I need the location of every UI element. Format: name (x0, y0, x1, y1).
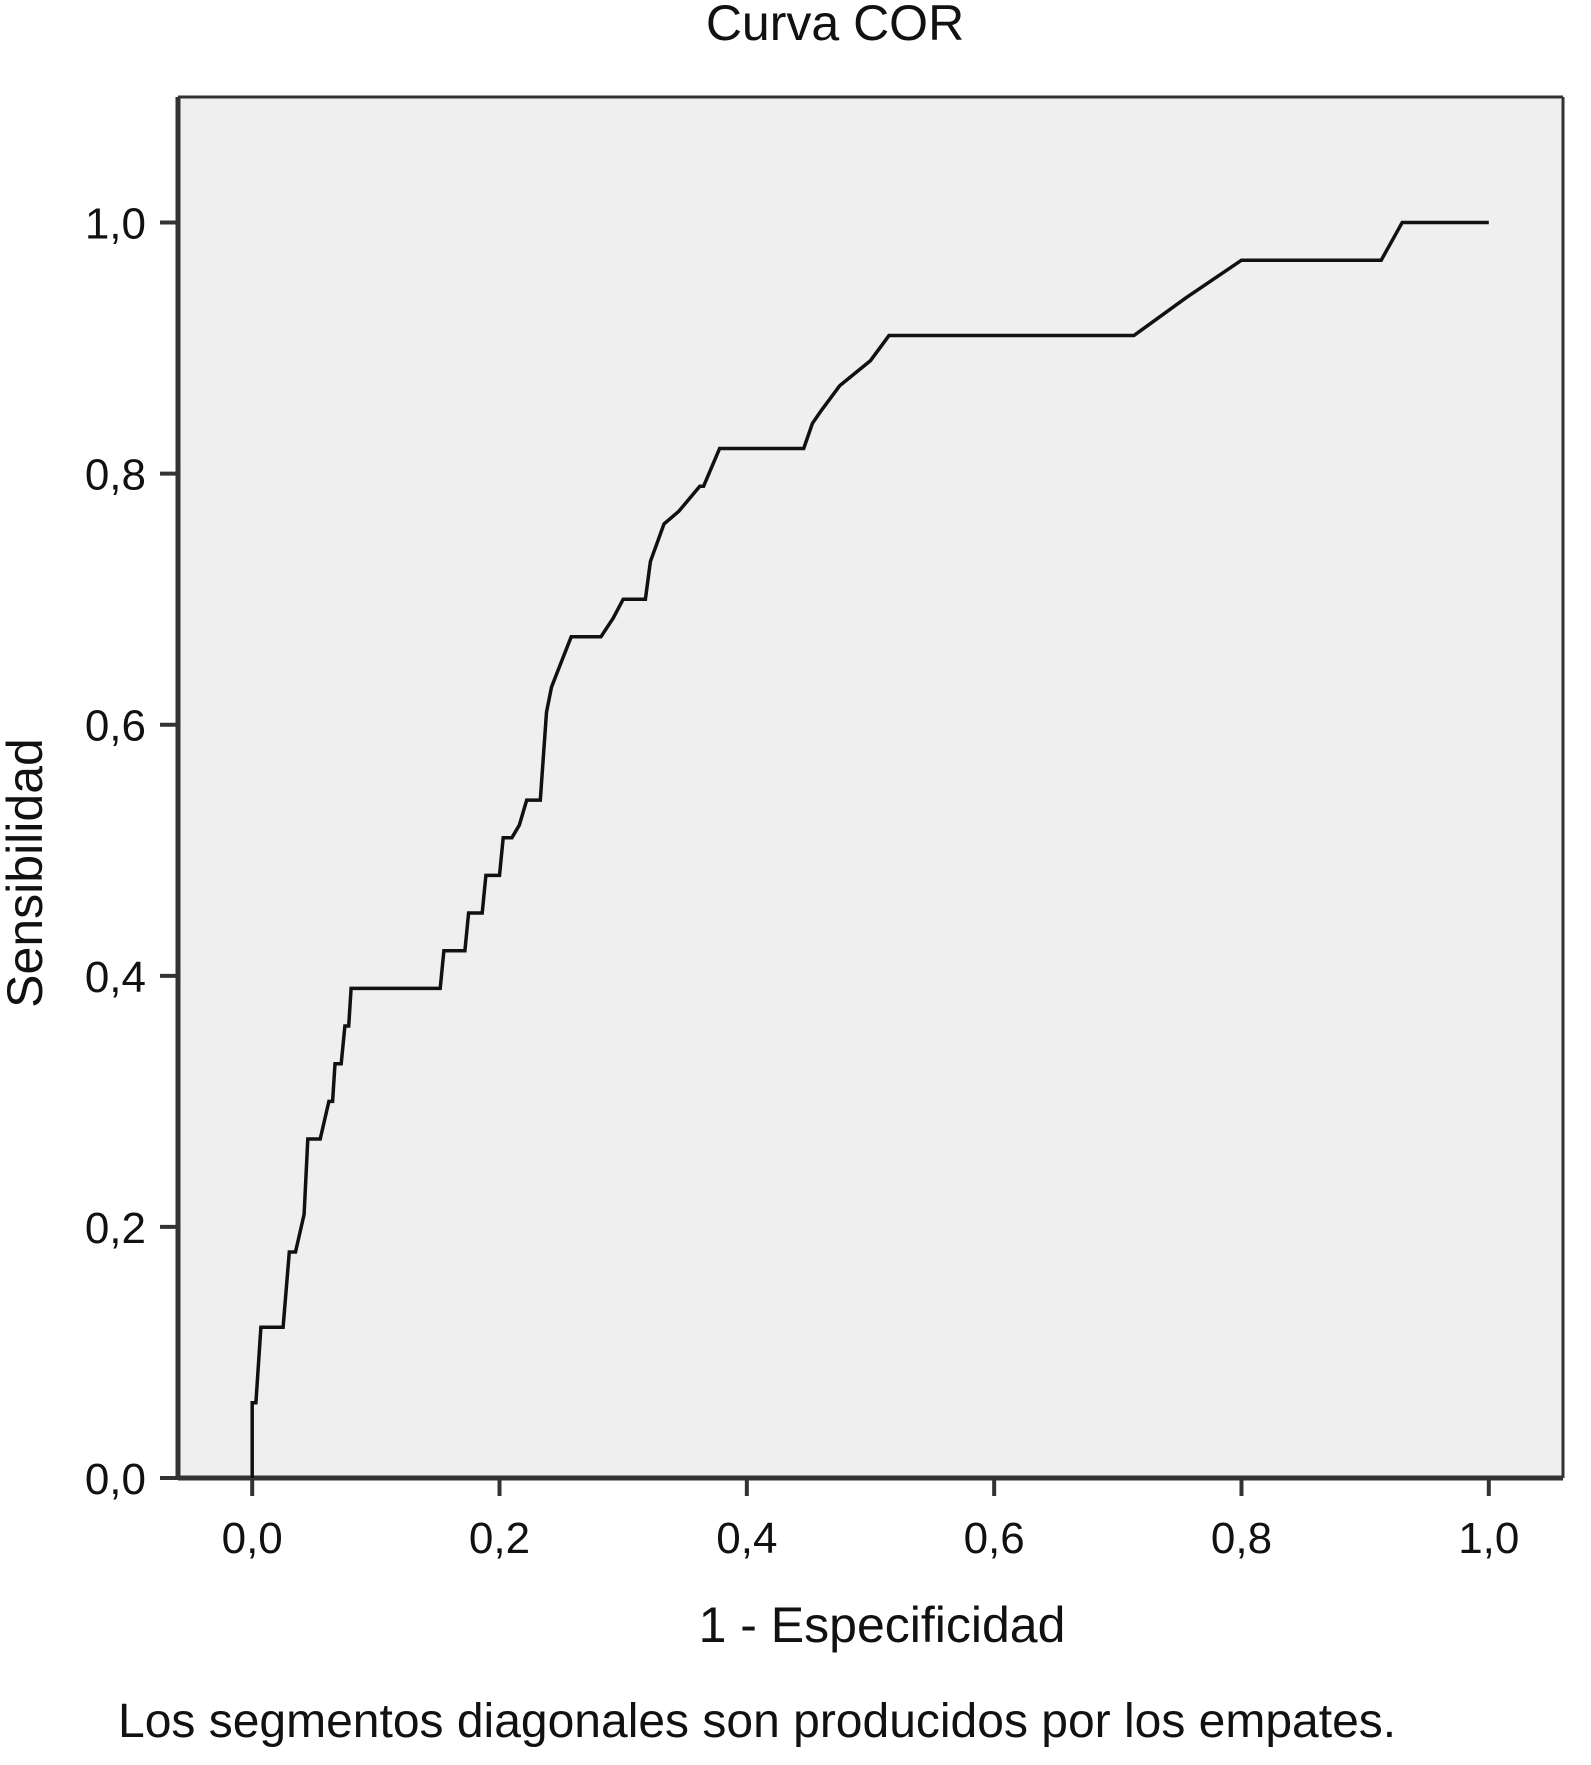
x-tick-label: 0,2 (469, 1514, 530, 1563)
chart-title: Curva COR (706, 0, 964, 51)
y-tick-label: 1,0 (85, 200, 146, 249)
x-axis-title: 1 - Especificidad (699, 1597, 1066, 1653)
y-tick-label: 0,0 (85, 1455, 146, 1504)
tick-labels: 0,0 0,2 0,4 0,6 0,8 1,0 0,0 0,2 0,4 0,6 0,8 1,0 (85, 200, 1520, 1563)
y-tick-label: 0,6 (85, 702, 146, 751)
y-tick-label: 0,8 (85, 451, 146, 500)
chart-footnote: Los segmentos diagonales son producidos … (118, 1695, 1396, 1748)
roc-curve-line (250, 220, 1489, 1478)
y-tick-label: 0,2 (85, 1204, 146, 1253)
y-axis-title: Sensibilidad (0, 738, 53, 1008)
x-tick-label: 0,6 (964, 1514, 1025, 1563)
axes (175, 95, 1565, 1481)
plot-area (178, 97, 1563, 1478)
x-tick-label: 1,0 (1458, 1514, 1519, 1563)
x-tick-label: 0,4 (716, 1514, 777, 1563)
x-tick-label: 0,0 (222, 1514, 283, 1563)
x-tick-label: 0,8 (1211, 1514, 1272, 1563)
tick-marks (160, 220, 1491, 1496)
y-tick-label: 0,4 (85, 953, 146, 1002)
